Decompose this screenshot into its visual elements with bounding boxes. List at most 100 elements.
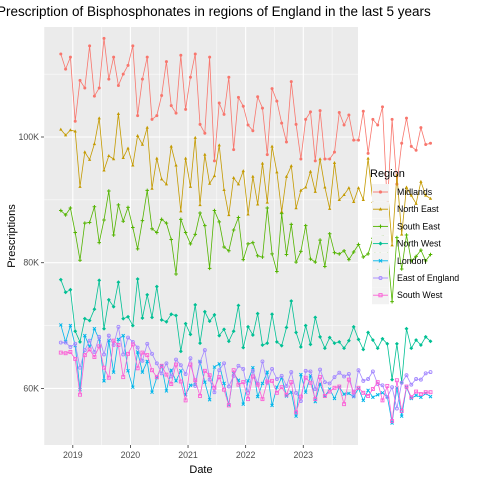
data-point bbox=[352, 139, 355, 142]
data-point bbox=[405, 327, 409, 331]
data-point bbox=[136, 114, 139, 117]
data-point bbox=[405, 117, 408, 120]
legend-label: London bbox=[397, 256, 426, 266]
data-point bbox=[184, 108, 187, 111]
legend-label: South East bbox=[397, 221, 441, 231]
data-point bbox=[103, 37, 106, 40]
data-point bbox=[117, 84, 120, 87]
x-tick-label: 2022 bbox=[236, 450, 256, 460]
data-point bbox=[179, 54, 182, 57]
data-point bbox=[395, 342, 399, 346]
data-point bbox=[237, 96, 240, 99]
data-point bbox=[290, 80, 293, 83]
data-point bbox=[295, 123, 298, 126]
data-point bbox=[381, 105, 384, 108]
data-point bbox=[59, 53, 62, 56]
data-point bbox=[218, 102, 221, 105]
x-axis-title: Date bbox=[189, 464, 212, 476]
data-point bbox=[261, 107, 264, 110]
data-point bbox=[400, 233, 403, 236]
data-point bbox=[127, 64, 130, 67]
data-point bbox=[299, 158, 302, 161]
y-tick-label: 60K bbox=[23, 383, 39, 393]
data-point bbox=[309, 110, 312, 113]
data-point bbox=[74, 120, 77, 123]
x-tick-label: 2019 bbox=[63, 450, 83, 460]
data-point bbox=[366, 157, 369, 160]
x-tick-label: 2020 bbox=[121, 450, 141, 460]
data-point bbox=[122, 73, 125, 76]
data-point bbox=[175, 112, 178, 115]
legend-label: North West bbox=[397, 239, 441, 249]
data-point bbox=[405, 233, 409, 237]
data-point bbox=[338, 111, 341, 114]
data-point bbox=[390, 243, 393, 246]
data-point bbox=[227, 76, 230, 79]
data-point bbox=[304, 118, 307, 121]
data-point bbox=[112, 56, 115, 59]
data-point bbox=[415, 149, 418, 152]
data-point bbox=[232, 148, 235, 151]
plot-panel bbox=[44, 27, 358, 445]
data-point bbox=[409, 346, 413, 350]
legend: Region MidlandsNorth EastSouth EastNorth… bbox=[370, 168, 459, 304]
data-point bbox=[208, 56, 211, 59]
data-point bbox=[266, 153, 269, 156]
legend-label: South West bbox=[397, 290, 443, 300]
legend-item: South West bbox=[372, 287, 443, 304]
data-point bbox=[390, 300, 394, 304]
legend-marker bbox=[379, 190, 382, 193]
y-axis-title: Prescriptions bbox=[6, 204, 18, 268]
legend-label: Midlands bbox=[397, 187, 433, 197]
data-point bbox=[199, 123, 202, 126]
y-tick-label: 100K bbox=[18, 132, 39, 142]
data-point bbox=[69, 56, 72, 59]
data-point bbox=[64, 68, 67, 71]
data-point bbox=[141, 78, 144, 81]
x-axis: 2019 2020 2021 2022 2023 bbox=[63, 445, 313, 460]
x-tick-label: 2021 bbox=[178, 450, 198, 460]
legend-item: North West bbox=[372, 236, 441, 253]
data-point bbox=[419, 126, 422, 129]
legend-item: London bbox=[372, 253, 426, 270]
legend-label: North East bbox=[397, 204, 439, 214]
data-point bbox=[362, 198, 365, 201]
data-point bbox=[98, 86, 101, 89]
data-point bbox=[323, 158, 326, 161]
data-point bbox=[333, 151, 336, 154]
data-point bbox=[319, 109, 322, 112]
y-axis: 60K 80K 100K bbox=[18, 132, 44, 393]
data-point bbox=[343, 124, 346, 127]
data-point bbox=[189, 76, 192, 79]
data-point bbox=[131, 44, 134, 47]
data-point bbox=[400, 142, 403, 145]
data-point bbox=[410, 145, 413, 148]
data-point bbox=[160, 94, 163, 97]
legend-item: Midlands bbox=[372, 184, 433, 201]
data-point bbox=[203, 132, 206, 135]
data-point bbox=[242, 105, 245, 108]
data-point bbox=[247, 124, 250, 127]
data-point bbox=[275, 100, 278, 103]
data-point bbox=[371, 396, 374, 399]
data-point bbox=[347, 114, 350, 117]
legend-item: North East bbox=[372, 201, 439, 218]
data-point bbox=[357, 139, 360, 142]
data-point bbox=[328, 158, 331, 161]
data-point bbox=[400, 267, 404, 271]
data-point bbox=[390, 378, 394, 382]
data-point bbox=[155, 114, 158, 117]
data-point bbox=[280, 122, 283, 125]
legend-key bbox=[372, 270, 389, 287]
data-point bbox=[361, 348, 365, 352]
data-point bbox=[371, 118, 374, 121]
data-point bbox=[251, 129, 254, 132]
data-point bbox=[170, 104, 173, 107]
data-point bbox=[146, 56, 149, 59]
data-point bbox=[391, 118, 394, 121]
data-point bbox=[213, 159, 216, 162]
data-point bbox=[367, 152, 370, 155]
data-point bbox=[371, 338, 375, 342]
data-point bbox=[151, 118, 154, 121]
